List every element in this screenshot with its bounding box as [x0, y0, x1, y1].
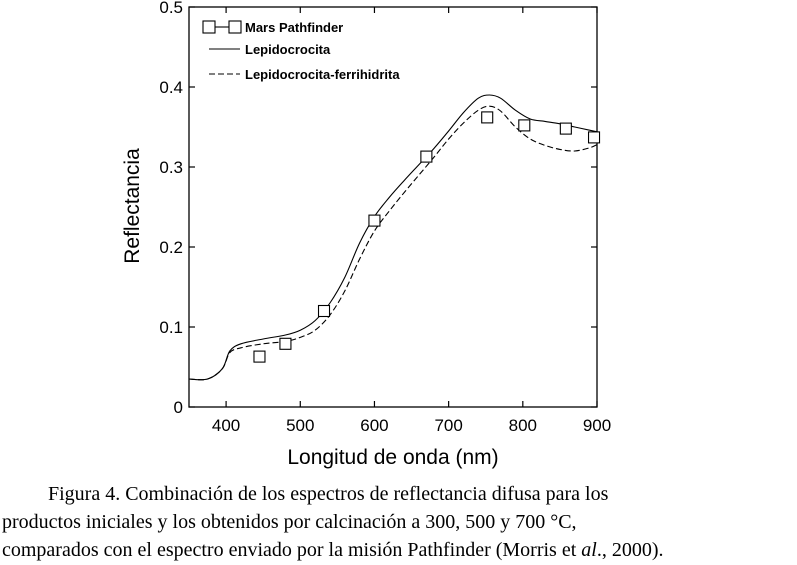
pathfinder-point: [559, 122, 572, 135]
pathfinder-point: [518, 119, 531, 132]
y-tick-label: 0.5: [159, 0, 183, 17]
caption-line-3-text: comparados con el espectro enviado por l…: [2, 539, 582, 561]
x-axis-label: Longitud de onda (nm): [287, 446, 498, 469]
y-tick-label: 0.2: [159, 238, 183, 257]
x-tick-label: 600: [360, 416, 388, 435]
pathfinder-point: [317, 304, 331, 318]
caption-line-3: comparados con el espectro enviado por l…: [2, 536, 797, 564]
legend-marker: [202, 20, 216, 34]
series-line-lepidocrocita: [188, 94, 598, 381]
pathfinder-point: [253, 350, 266, 363]
x-tick-label: 800: [509, 416, 537, 435]
y-tick-label: 0.4: [159, 78, 183, 97]
series-line-lepidocrocita-ferrihidrita: [188, 105, 598, 381]
caption-line-3-italic: al: [581, 539, 597, 561]
legend-label: Mars Pathfinder: [245, 20, 343, 35]
figure-caption: Figura 4. Combinación de los espectros d…: [2, 480, 797, 564]
pathfinder-point: [587, 131, 601, 144]
x-tick-label: 900: [583, 416, 611, 435]
pathfinder-point: [368, 214, 381, 227]
x-tick-label: 500: [286, 416, 314, 435]
pathfinder-point: [481, 111, 494, 124]
legend-label: Lepidocrocita: [245, 42, 331, 57]
x-tick-label: 700: [434, 416, 462, 435]
y-axis-label: Reflectancia: [121, 148, 144, 264]
caption-line-2: productos iniciales y los obtenidos por …: [2, 511, 577, 533]
y-tick-label: 0.3: [159, 158, 183, 177]
y-tick-label: 0.1: [159, 318, 183, 337]
caption-line-1: Figura 4. Combinación de los espectros d…: [48, 483, 609, 505]
legend-marker: [228, 20, 242, 34]
y-tick-label: 0: [174, 398, 183, 417]
x-tick-label: 400: [212, 416, 240, 435]
reflectance-chart: 400 500 600 700 800 900 0 0.1 0.2 0.3 0.4 0.5 Mars …: [121, 0, 611, 469]
legend-label: Lepidocrocita-ferrihidrita: [245, 67, 400, 82]
caption-line-3-end: ., 2000).: [596, 539, 664, 561]
pathfinder-point: [420, 150, 433, 163]
plot-area: [188, 6, 598, 408]
legend: Mars Pathfinder Lepidocrocita Lepidocrocit…: [202, 20, 400, 82]
pathfinder-point: [279, 337, 292, 350]
